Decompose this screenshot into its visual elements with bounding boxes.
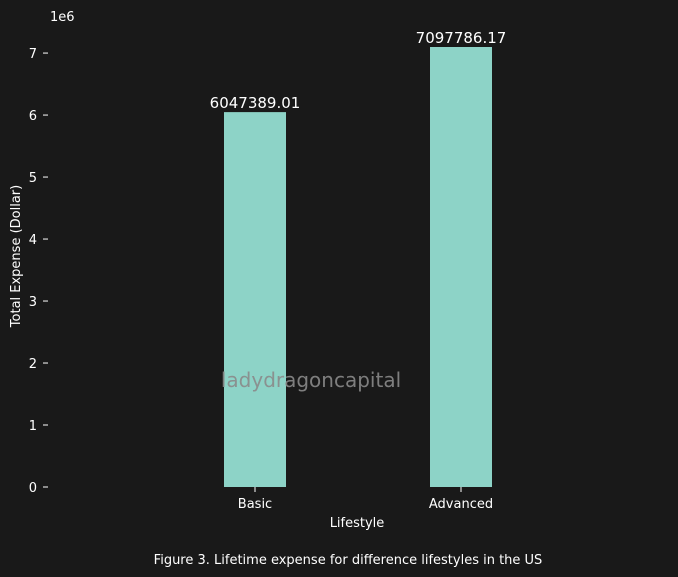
y-tick-label: 3: [29, 295, 37, 310]
figure-caption: Figure 3. Lifetime expense for differenc…: [154, 553, 543, 568]
y-axis-ticks: 0 1 2 3 4 5 6 7: [29, 47, 48, 496]
y-tick-label: 1: [29, 419, 37, 434]
y-tick-label: 6: [29, 109, 37, 124]
x-axis-label: Lifestyle: [330, 516, 385, 531]
y-tick-label: 0: [29, 481, 37, 496]
bar-basic: [224, 112, 286, 487]
y-axis-label: Total Expense (Dollar): [9, 185, 24, 328]
x-tick-label: Advanced: [429, 497, 493, 512]
watermark-text: ladydragoncapital: [221, 368, 401, 392]
y-tick-label: 5: [29, 171, 37, 186]
y-tick-label: 7: [29, 47, 37, 62]
bar-value-label: 7097786.17: [416, 29, 507, 47]
y-tick-label: 4: [29, 233, 37, 248]
x-tick-label: Basic: [238, 497, 272, 512]
y-offset-label: 1e6: [50, 10, 75, 25]
bars-group: 6047389.01 7097786.17: [210, 29, 507, 487]
x-axis-ticks: Basic Advanced: [238, 487, 493, 512]
bar-value-label: 6047389.01: [210, 94, 301, 112]
bar-advanced: [430, 47, 492, 487]
y-tick-label: 2: [29, 357, 37, 372]
